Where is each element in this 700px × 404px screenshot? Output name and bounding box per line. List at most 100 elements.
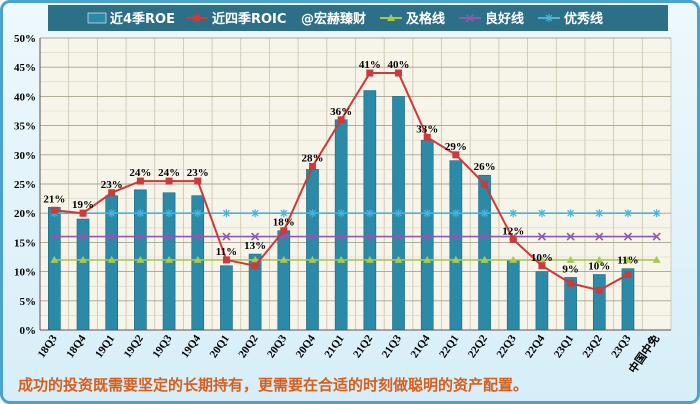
excellent-line-marker: [566, 209, 575, 218]
data-label: 36%: [330, 106, 352, 118]
excellent-line-marker: [652, 209, 661, 218]
excellent-line-marker: [480, 209, 489, 218]
good-line-marker: [365, 232, 374, 241]
data-label: 12%: [502, 225, 524, 237]
roic-marker: [481, 180, 489, 188]
data-label: 40%: [388, 59, 410, 71]
pass-line-marker: [537, 255, 546, 263]
good-line-marker: [193, 232, 202, 241]
excellent-line-marker: [165, 209, 174, 218]
roe-bar: [535, 271, 549, 331]
pass-line-marker: [394, 255, 403, 263]
roic-marker: [595, 286, 603, 294]
y-tick-label: 25%: [14, 179, 36, 191]
excellent-line-marker: [423, 209, 432, 218]
pass-line-marker: [251, 255, 260, 263]
roic-marker: [50, 206, 58, 214]
pass-line-marker: [509, 255, 518, 263]
good-line-marker: [465, 13, 475, 23]
roe-bar: [277, 230, 291, 331]
roe-bar: [506, 259, 520, 331]
x-tick-label: 18Q4: [64, 332, 88, 360]
roic-marker: [136, 177, 144, 185]
x-tick-label: 18Q3: [36, 332, 60, 360]
y-tick-label: 50%: [14, 33, 36, 45]
roe-bar: [449, 160, 463, 331]
roic-marker: [308, 162, 316, 170]
good-line-marker: [595, 232, 604, 241]
series-lines: [50, 69, 661, 294]
roic-marker: [165, 177, 173, 185]
data-label: 33%: [416, 123, 438, 135]
roe-bar: [592, 274, 606, 331]
roic-marker: [337, 116, 345, 124]
good-line-marker: [652, 232, 661, 241]
good-line-marker: [78, 232, 88, 241]
data-label: 21%: [43, 193, 65, 205]
data-label: 23%: [101, 179, 123, 191]
good-line-marker: [337, 232, 346, 241]
pass-line-marker: [308, 255, 317, 263]
good-line-marker: [537, 232, 546, 241]
pass-line-marker: [387, 14, 395, 21]
good-line-marker: [623, 232, 633, 241]
x-tick-label: 20Q4: [294, 332, 318, 360]
caption-text: 成功的投资既需要坚定的长期持有，更需要在合适的时刻做聪明的资产配置。: [18, 376, 529, 394]
x-tick-label: 23Q2: [581, 332, 605, 360]
roic-marker: [395, 69, 403, 77]
data-label: 11%: [617, 255, 638, 267]
data-label: 26%: [474, 161, 496, 173]
excellent-line-marker: [337, 209, 346, 218]
excellent-line-marker: [279, 209, 288, 218]
excellent-line-marker: [623, 209, 632, 218]
good-line-marker: [451, 232, 460, 241]
x-tick-label: 21Q1: [322, 333, 346, 360]
roic-marker: [624, 271, 632, 279]
pass-line-marker: [279, 255, 288, 263]
pass-line-marker: [652, 255, 661, 263]
good-line-marker: [251, 232, 260, 241]
excellent-line-marker: [222, 209, 231, 218]
excellent-line-marker: [365, 209, 374, 218]
x-tick-label: 22Q3: [495, 332, 519, 360]
good-line-marker: [308, 232, 317, 241]
x-tick-label: 19Q1: [93, 333, 117, 360]
roe-bar: [220, 265, 233, 331]
x-tick-label: 23Q3: [609, 332, 633, 360]
pass-line-marker: [165, 255, 174, 263]
excellent-line-marker: [394, 209, 403, 218]
x-tick-label: 22Q2: [466, 332, 490, 360]
pass-line-marker: [566, 255, 575, 263]
good-line-marker: [136, 232, 145, 241]
roic-marker: [452, 151, 460, 159]
x-tick-label: 20Q2: [236, 332, 260, 360]
good-line-marker: [566, 232, 575, 241]
roic-marker: [108, 189, 116, 197]
excellent-line-marker: [251, 209, 260, 218]
data-label: 24%: [158, 167, 180, 179]
pass-line-marker: [423, 255, 432, 263]
pass-line-marker: [623, 255, 632, 263]
excellent-line-marker: [595, 209, 604, 218]
pass-line-marker: [136, 255, 145, 263]
pass-line-marker: [79, 255, 88, 263]
good-line-marker: [50, 232, 59, 241]
pass-line-marker: [451, 255, 460, 263]
excellent-line-marker: [509, 209, 518, 218]
y-tick-label: 40%: [14, 91, 36, 103]
legend-label: 近四季ROIC: [212, 11, 286, 27]
roic-marker: [509, 235, 517, 243]
excellent-line-marker: [136, 209, 145, 218]
legend-label: 近4季ROE: [110, 11, 175, 27]
y-tick-label: 10%: [14, 267, 36, 279]
excellent-line-marker: [308, 209, 317, 218]
roe-bar: [48, 207, 61, 331]
excellent-line-marker: [545, 14, 553, 22]
data-label: 23%: [187, 167, 209, 179]
roic-marker: [366, 69, 374, 77]
y-tick-label: 45%: [14, 62, 36, 74]
good-line-marker: [423, 232, 432, 241]
excellent-line-marker: [451, 209, 460, 218]
y-tick-label: 20%: [14, 208, 36, 220]
